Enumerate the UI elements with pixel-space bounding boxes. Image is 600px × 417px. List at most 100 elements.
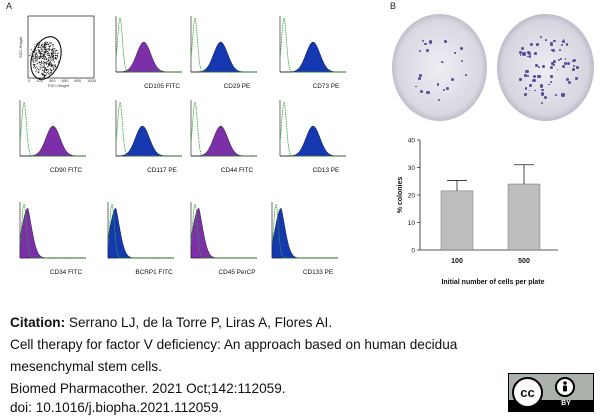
scatter-point: [45, 43, 47, 45]
scatter-point: [32, 59, 34, 61]
scatter-point: [38, 52, 40, 54]
scatter-point: [55, 52, 56, 54]
scatter-point: [39, 56, 41, 58]
scatter-xtick: 1000: [87, 78, 96, 83]
colony-dot: [524, 87, 527, 90]
scatter-point: [42, 58, 44, 59]
scatter-point: [51, 65, 53, 67]
scatter-point: [52, 53, 54, 54]
scatter-point: [51, 54, 53, 55]
scatter-point: [48, 71, 49, 73]
colony-dot: [454, 52, 457, 55]
histogram-sample-fill: [280, 125, 346, 157]
scatter-point: [53, 52, 55, 54]
scatter-point: [52, 44, 54, 45]
scatter-point: [55, 57, 57, 58]
histogram-marker-label: CD105 FITC: [144, 83, 180, 90]
scatter-point: [36, 43, 38, 45]
scatter-point: [49, 54, 51, 56]
histogram-marker-label: CD90 FITC: [49, 167, 83, 174]
scatter-point: [43, 45, 45, 47]
histogram-svg: [190, 202, 257, 259]
scatter-point: [38, 57, 40, 59]
histogram-marker-label: CD45 PerCP: [218, 269, 256, 276]
scatter-point: [46, 70, 48, 72]
scatter-point: [39, 69, 41, 71]
histogram-marker-label: CD44 FITC: [220, 167, 254, 174]
scatter-xticks: 0 200 400 600 800 1000: [28, 78, 96, 83]
scatter-point: [53, 60, 54, 62]
scatter-point: [45, 42, 46, 44]
scatter-point: [53, 49, 55, 51]
scatter-point: [48, 43, 50, 45]
scatter-point: [34, 50, 36, 52]
scatter-point: [41, 56, 43, 58]
scatter-point: [39, 47, 41, 48]
scatter-point: [43, 77, 44, 79]
colony-dot: [539, 84, 544, 88]
colony-dot: [534, 89, 536, 92]
citation-line-authors: Citation: Serrano LJ, de la Torre P, Lir…: [10, 312, 332, 334]
scatter-point: [49, 46, 51, 48]
scatter-point: [41, 61, 43, 63]
colony-dot: [543, 95, 547, 99]
scatter-point: [35, 56, 37, 58]
scatter-point: [49, 45, 51, 46]
scatter-point: [50, 61, 51, 63]
histogram-svg: [19, 202, 86, 259]
histogram-11: [264, 200, 340, 264]
scatter-point: [49, 48, 51, 50]
scatter-point: [39, 50, 40, 52]
scatter-point: [45, 43, 46, 45]
scatter-point: [46, 49, 48, 51]
scatter-point: [46, 51, 47, 53]
scatter-point: [48, 62, 50, 64]
scatter-point: [43, 52, 45, 54]
colony-dot: [561, 93, 565, 97]
scatter-point: [49, 45, 51, 47]
scatter-point: [39, 66, 41, 68]
scatter-point: [45, 68, 47, 70]
scatter-point: [53, 48, 55, 49]
colony-dot: [538, 65, 541, 68]
scatter-point: [49, 72, 51, 73]
scatter-point: [33, 65, 35, 66]
colony-dot: [529, 42, 534, 47]
scatter-point: [45, 50, 47, 52]
scatter-point: [45, 51, 47, 53]
colony-dot: [550, 75, 553, 78]
scatter-point: [44, 58, 45, 60]
histogram-1: [108, 14, 184, 78]
colony-dot: [558, 48, 561, 51]
scatter-point: [46, 62, 48, 64]
scatter-point: [49, 42, 50, 44]
panel-b-letter: B: [390, 1, 397, 11]
colony-dot: [535, 64, 539, 68]
scatter-point: [55, 58, 56, 60]
scatter-point: [38, 43, 40, 45]
scatter-point: [48, 48, 49, 50]
colony-dot: [534, 52, 537, 55]
scatter-point: [43, 71, 45, 73]
scatter-point: [49, 63, 50, 65]
colony-dot: [528, 55, 532, 58]
scatter-point: [50, 64, 52, 66]
scatter-point: [37, 71, 39, 73]
cc-by-license-badge[interactable]: cc BY: [508, 373, 594, 412]
scatter-point: [50, 69, 52, 71]
histogram-svg: [271, 202, 338, 259]
scatter-point: [32, 55, 34, 57]
scatter-point: [48, 53, 50, 55]
scatter-point: [45, 73, 47, 75]
scatter-point: [54, 54, 56, 56]
scatter-point: [45, 49, 47, 51]
histogram-4: [12, 98, 88, 162]
bar-ytick-label: 40: [408, 137, 416, 144]
scatter-point: [51, 49, 53, 50]
scatter-point: [41, 62, 42, 64]
scatter-point: [41, 64, 43, 66]
colony-dot: [421, 40, 425, 43]
scatter-point: [39, 53, 41, 54]
scatter-point: [55, 55, 57, 56]
bar-ytick-label: 10: [408, 220, 416, 227]
